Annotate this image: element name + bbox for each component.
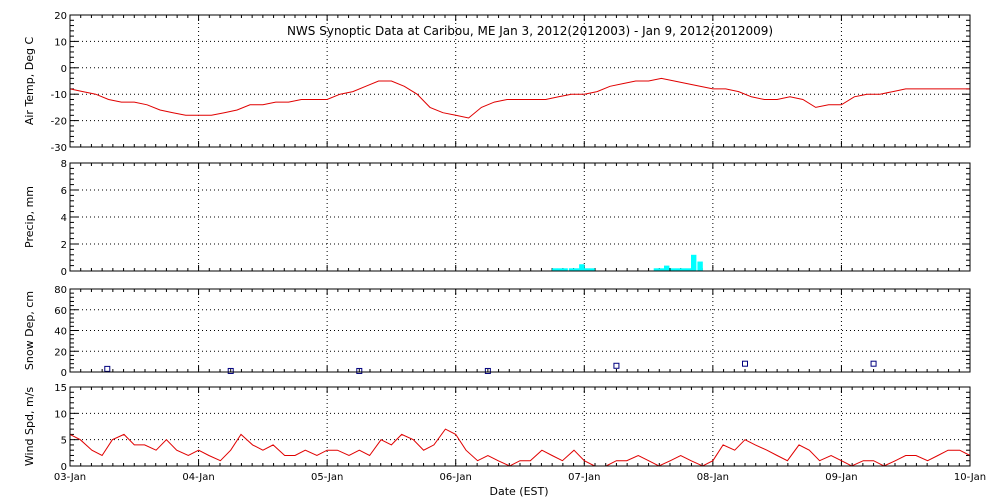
precip-bar [691, 254, 697, 271]
y-tick-label: 0 [61, 64, 67, 75]
y-tick-label: 15 [54, 383, 67, 394]
y-tick-label: 80 [54, 285, 67, 296]
y-tick-label: 4 [61, 213, 67, 224]
y-tick-label: 6 [61, 186, 67, 197]
x-tick-label: 08-Jan [697, 472, 729, 483]
snow-point [870, 360, 877, 367]
y-tick-label: 8 [61, 159, 67, 170]
precip-bar [584, 268, 590, 271]
precip-bar [562, 268, 568, 271]
x-tick-label: 06-Jan [440, 472, 472, 483]
precip-bar [658, 268, 665, 271]
precip-bar [675, 268, 681, 271]
y-axis-label: Snow Dep, cm [23, 291, 36, 370]
precip-bar [568, 268, 575, 271]
snow-point [613, 362, 620, 369]
y-axis-label: Wind Spd, m/s [23, 387, 36, 467]
y-tick-label: 5 [61, 436, 67, 447]
snow-point [227, 367, 234, 374]
y-tick-label: 0 [61, 368, 67, 379]
y-tick-label: -30 [51, 143, 67, 154]
y-tick-label: 60 [54, 306, 67, 317]
precip-bar [653, 268, 660, 271]
precip-bar [589, 268, 595, 271]
snow-point [356, 367, 363, 374]
precip-bar [557, 268, 563, 271]
y-axis-label: Precip, mm [23, 186, 36, 248]
y-tick-label: 2 [61, 240, 67, 251]
x-tick-label: 09-Jan [825, 472, 857, 483]
y-tick-label: 20 [54, 347, 67, 358]
y-tick-label: 0 [61, 462, 67, 473]
y-tick-label: 10 [54, 409, 67, 420]
panel-snow: 0 20 40 60 80 Snow Dep, cm [23, 285, 971, 379]
chart-title: NWS Synoptic Data at Caribou, ME Jan 3, … [287, 24, 773, 38]
plot-frame [69, 386, 971, 467]
precip-bar [552, 268, 558, 271]
panel-precip: 0 2 4 6 8 Precip, mm [23, 159, 971, 278]
precip-bar [579, 264, 585, 271]
y-tick-label: 20 [54, 11, 67, 22]
snow-point [742, 360, 748, 367]
x-tick-label: 03-Jan [54, 472, 86, 483]
plot-frame [69, 288, 971, 373]
y-tick-label: -20 [51, 117, 67, 128]
plot-frame [69, 162, 971, 272]
panel-temp: -30 -20 -10 0 10 20 Air Temp, Deg C [23, 11, 971, 154]
precip-bar [670, 268, 676, 271]
x-tick-label: 10-Jan [954, 472, 986, 483]
panel-wind: 0 5 10 15 Wind Spd, m/s 03-Jan 04-Jan 05-Jan 06-… [23, 383, 986, 483]
snow-point [104, 365, 111, 372]
panels: -30 -20 -10 0 10 20 Air Temp, Deg C 0 2 4 6 8 Precip… [23, 11, 986, 483]
y-tick-label: 10 [54, 37, 67, 48]
series-line [69, 77, 970, 119]
y-axis-label: Air Temp, Deg C [23, 37, 36, 126]
x-tick-label: 05-Jan [311, 472, 343, 483]
snow-point [484, 367, 491, 374]
precip-bar [685, 268, 692, 271]
x-tick-label: 04-Jan [182, 472, 214, 483]
precip-bar [697, 261, 703, 271]
precip-bar [680, 268, 687, 271]
plot-frame [69, 14, 971, 148]
y-tick-label: -10 [51, 90, 67, 101]
precip-bar [574, 268, 580, 271]
precip-bar [664, 265, 670, 271]
x-axis-label: Date (EST) [489, 485, 548, 498]
y-tick-label: 0 [61, 267, 67, 278]
series-line [69, 428, 971, 467]
x-tick-label: 07-Jan [568, 472, 600, 483]
y-tick-label: 40 [54, 327, 67, 338]
